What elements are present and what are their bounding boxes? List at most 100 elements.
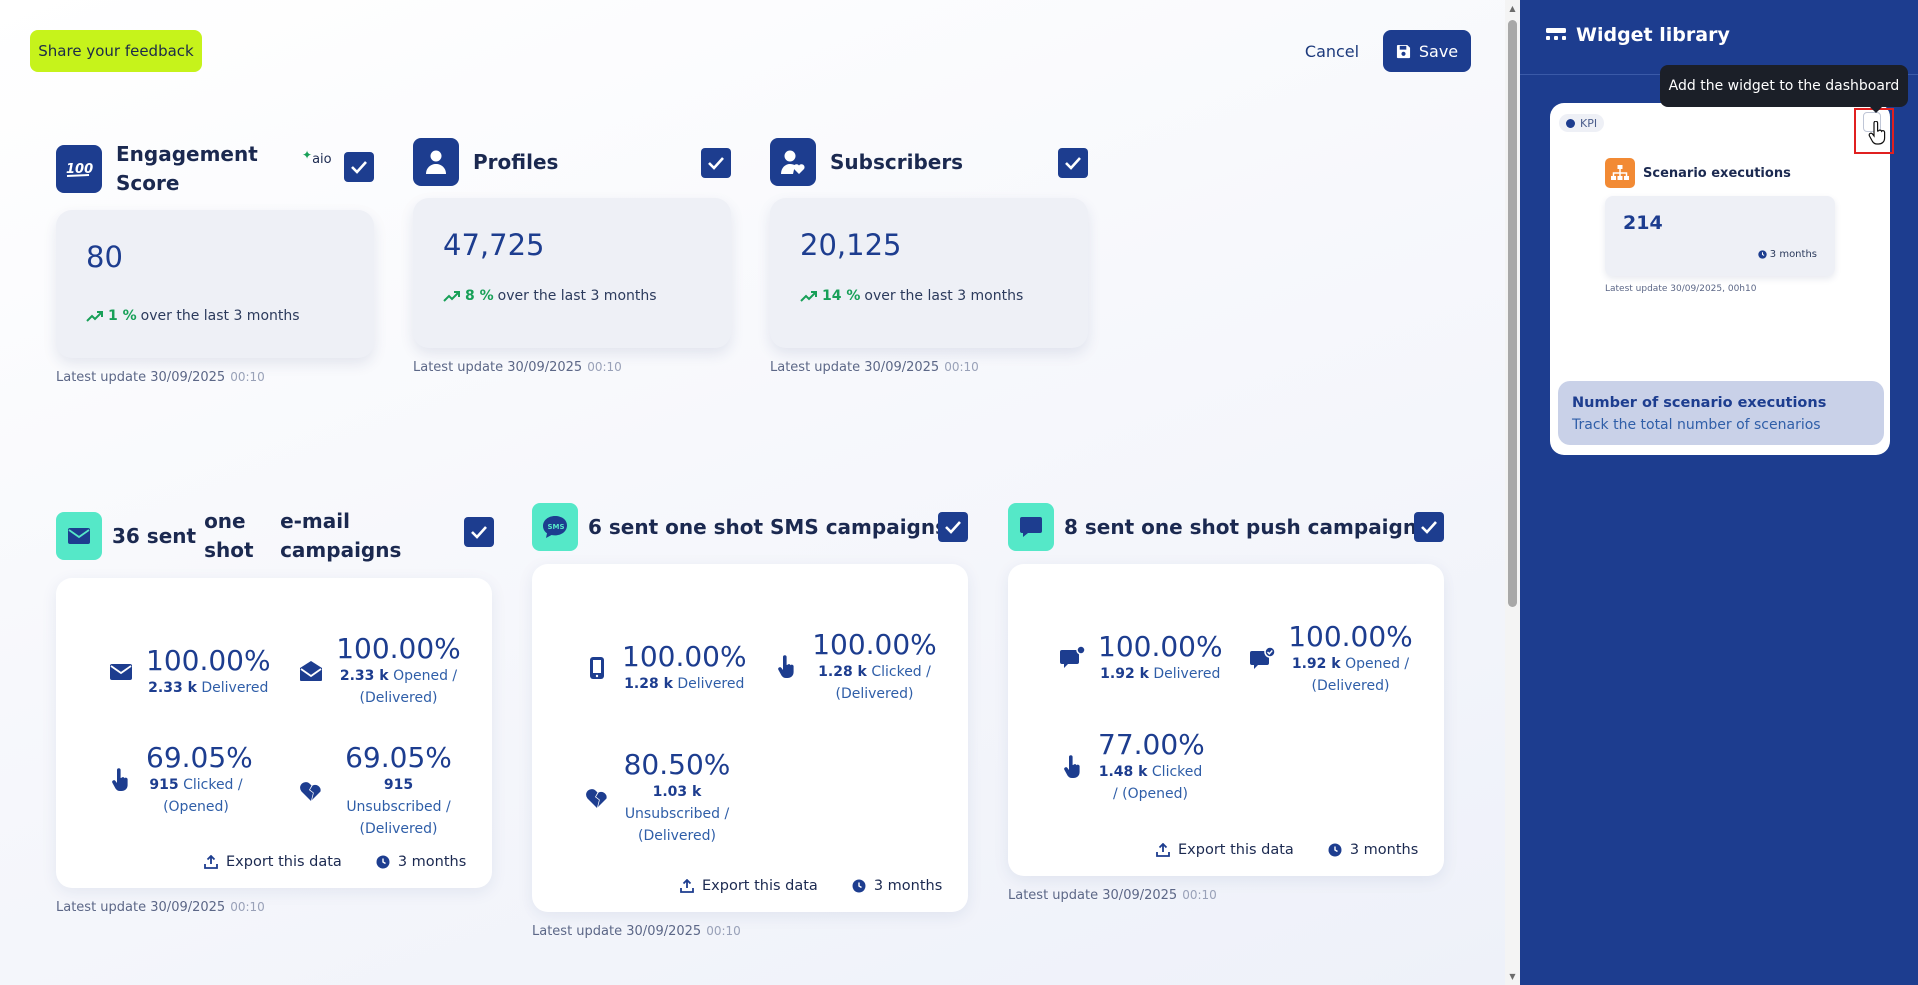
checkmark-icon <box>471 526 487 539</box>
widget-preview: Scenario executions 214 3 months Latest … <box>1605 158 1855 294</box>
period-selector[interactable]: 3 months <box>376 854 466 870</box>
sms-bubble-icon: SMS <box>532 503 578 551</box>
upload-icon <box>1156 843 1170 857</box>
campaign-footer: Export this data 3 months <box>1156 842 1418 858</box>
scroll-up-arrow-icon[interactable]: ▲ <box>1509 4 1516 13</box>
widget-select-checkbox[interactable] <box>1414 512 1444 542</box>
widget-select-checkbox[interactable] <box>1058 148 1088 178</box>
checkmark-icon <box>351 161 367 174</box>
kpi-value: 20,125 <box>800 228 902 262</box>
widget-title-channel: e-mail campaigns <box>280 509 402 562</box>
stat-unsubscribed: 80.50% 1.03 k Unsubscribed / (Delivered) <box>582 748 732 847</box>
trending-up-icon <box>86 311 103 322</box>
widget-email-campaigns: 36 sent one shot e-mail campaigns 100.00… <box>56 505 496 915</box>
envelope-open-icon <box>296 660 326 682</box>
campaign-footer: Export this data 3 months <box>204 854 466 870</box>
kpi-trend: 14 % over the last 3 months <box>800 288 1023 304</box>
envelope-icon <box>56 512 102 560</box>
scrollbar-thumb[interactable] <box>1508 20 1517 607</box>
upload-icon <box>680 879 694 893</box>
preview-period: 3 months <box>1758 249 1817 260</box>
export-data-link[interactable]: Export this data <box>204 854 342 870</box>
widget-description: Number of scenario executions Track the … <box>1558 381 1884 445</box>
widget-select-checkbox[interactable] <box>938 512 968 542</box>
widget-profiles: Profiles 47,725 8 % over the last 3 mont… <box>413 138 733 375</box>
save-label: Save <box>1418 41 1459 61</box>
broken-heart-icon <box>582 787 612 809</box>
export-data-link[interactable]: Export this data <box>680 878 818 894</box>
dashboard-canvas: Share your feedback Cancel Save 100 Enga… <box>0 0 1505 985</box>
widget-header: SMS 6 sent one shot SMS campaigns <box>532 502 972 552</box>
stat-unsubscribed: 69.05% 915 Unsubscribed / (Delivered) <box>296 741 461 840</box>
widget-name: Number of scenario executions <box>1572 395 1827 411</box>
kpi-card: 20,125 14 % over the last 3 months <box>770 198 1088 348</box>
widget-title-kind: one shot <box>204 509 254 562</box>
library-widget-card[interactable]: KPI Scenario executions 214 3 months Lat… <box>1550 103 1894 455</box>
share-feedback-button[interactable]: Share your feedback <box>30 30 202 72</box>
export-data-link[interactable]: Export this data <box>1156 842 1294 858</box>
user-heart-icon <box>770 138 816 186</box>
campaign-footer: Export this data 3 months <box>680 878 942 894</box>
kpi-card: 80 1 % over the last 3 months <box>56 210 374 358</box>
preview-kpi-card: 214 3 months <box>1605 196 1835 276</box>
broken-heart-icon <box>296 780 326 802</box>
latest-update: Latest update 30/09/2025 00:10 <box>770 360 979 375</box>
widget-header: 8 sent one shot push campaigns <box>1008 502 1448 552</box>
trending-up-icon <box>800 291 817 302</box>
kpi-value: 80 <box>86 240 123 274</box>
upload-icon <box>204 855 218 869</box>
widget-library-icon <box>1546 28 1566 40</box>
widget-header: Subscribers <box>770 138 1090 186</box>
campaign-card: 100.00% 1.28 k Delivered 100.00% 1.28 k Cl… <box>532 564 968 912</box>
stat-delivered: 100.00% 2.33 k Delivered <box>106 644 271 699</box>
kpi-tag: KPI <box>1559 114 1605 132</box>
widget-title: Subscribers <box>830 149 964 174</box>
mobile-phone-icon <box>582 656 612 680</box>
user-icon <box>413 138 459 186</box>
period-selector[interactable]: 3 months <box>852 878 942 894</box>
kpi-card: 47,725 8 % over the last 3 months <box>413 198 731 348</box>
chat-bubble-icon <box>1008 503 1054 551</box>
latest-update: Latest update 30/09/2025 00:10 <box>56 370 265 385</box>
latest-update: Latest update 30/09/2025 00:10 <box>1008 888 1217 903</box>
scroll-down-arrow-icon[interactable]: ▼ <box>1509 972 1516 981</box>
latest-update: Latest update 30/09/2025 00:10 <box>56 900 265 915</box>
campaign-card: 100.00% 2.33 k Delivered 100.00% 2.33 k Op… <box>56 578 492 888</box>
stat-clicked: 100.00% 1.28 k Clicked / (Delivered) <box>772 628 937 705</box>
save-button[interactable]: Save <box>1383 30 1471 72</box>
widget-push-campaigns: 8 sent one shot push campaigns 100.00% 1.… <box>1008 502 1448 903</box>
widget-select-checkbox[interactable] <box>464 517 494 547</box>
kpi-trend: 1 % over the last 3 months <box>86 308 300 324</box>
stat-opened: 100.00% 1.92 k Opened / (Delivered) <box>1248 620 1413 697</box>
period-selector[interactable]: 3 months <box>1328 842 1418 858</box>
widget-title: Profiles <box>473 149 559 174</box>
dot-icon <box>1566 118 1575 128</box>
preview-latest-update: Latest update 30/09/2025, 00h10 <box>1605 284 1757 294</box>
preview-title: Scenario executions <box>1643 165 1791 181</box>
stat-clicked: 77.00% 1.48 k Clicked / (Opened) <box>1058 728 1205 805</box>
widget-select-checkbox[interactable] <box>344 152 374 182</box>
widget-header: Profiles <box>413 138 733 186</box>
checkmark-icon <box>1421 521 1437 534</box>
widget-library-header: Widget library <box>1546 24 1730 46</box>
widget-header: 100 Engagement Score ✦ aio <box>56 140 376 198</box>
checkmark-icon <box>708 157 724 170</box>
checkmark-icon <box>1065 157 1081 170</box>
widget-title-count: 36 sent <box>112 523 197 548</box>
svg-text:100: 100 <box>66 162 93 177</box>
latest-update: Latest update 30/09/2025 00:10 <box>413 360 622 375</box>
hand-cursor-icon <box>1868 121 1886 145</box>
hundred-points-icon: 100 <box>56 145 102 193</box>
add-widget-tooltip: Add the widget to the dashboard <box>1660 65 1908 113</box>
kpi-value: 47,725 <box>443 228 545 262</box>
floppy-disk-icon <box>1396 44 1410 58</box>
widget-library-panel: Widget library KPI Scenario executions 2… <box>1520 0 1918 985</box>
widget-title: 6 sent one shot SMS campaigns <box>588 514 948 539</box>
stat-clicked: 69.05% 915 Clicked / (Opened) <box>106 741 253 818</box>
stat-delivered: 100.00% 1.28 k Delivered <box>582 640 747 695</box>
widget-engagement-score: 100 Engagement Score ✦ aio 80 1 % over th… <box>56 140 376 385</box>
main-scrollbar[interactable]: ▲ ▼ <box>1505 0 1520 985</box>
cancel-button[interactable]: Cancel <box>1300 31 1364 71</box>
clock-icon <box>1758 250 1767 259</box>
widget-select-checkbox[interactable] <box>701 148 731 178</box>
